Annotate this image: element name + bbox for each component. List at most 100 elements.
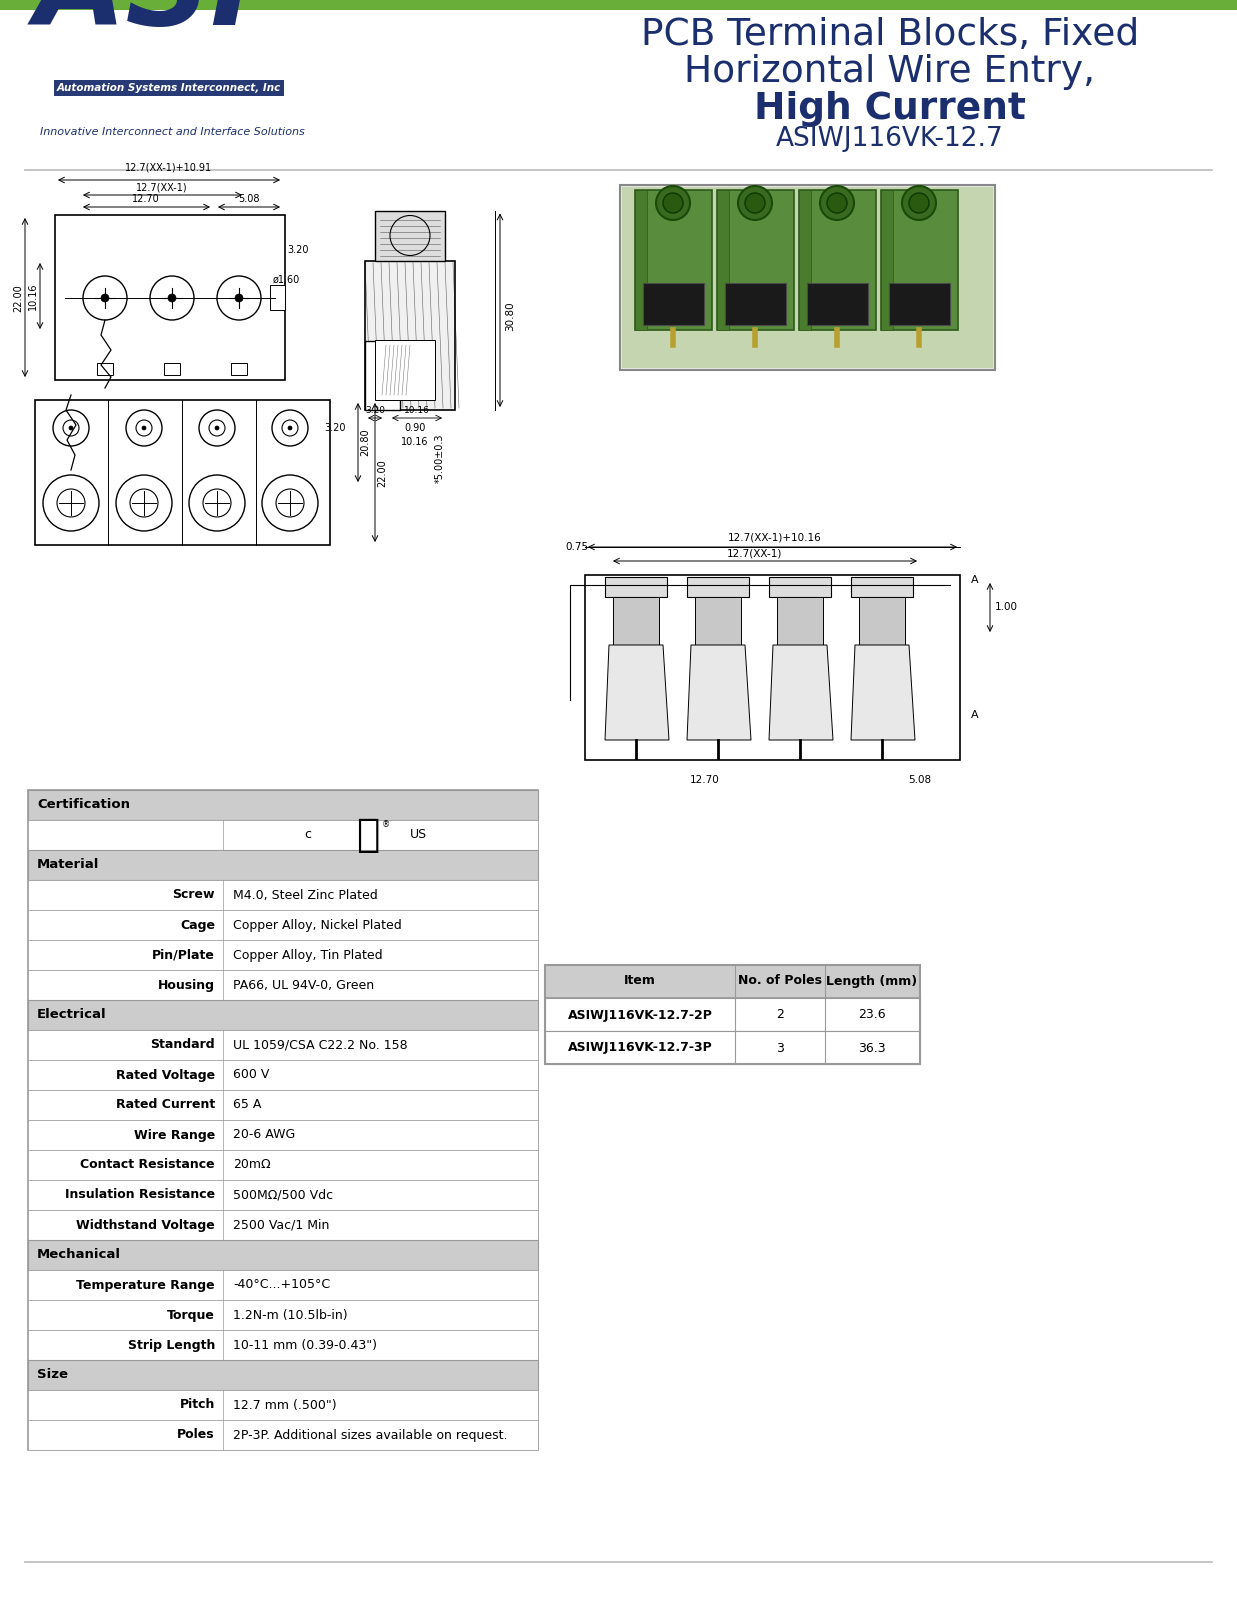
Bar bbox=[375, 211, 445, 261]
Text: Torque: Torque bbox=[167, 1309, 215, 1322]
Bar bbox=[725, 283, 785, 325]
Bar bbox=[889, 283, 950, 325]
Text: Poles: Poles bbox=[177, 1429, 215, 1442]
Bar bbox=[717, 190, 729, 330]
Bar bbox=[807, 283, 868, 325]
Circle shape bbox=[235, 294, 242, 302]
Text: 5.08: 5.08 bbox=[239, 194, 260, 203]
Text: Strip Length: Strip Length bbox=[127, 1339, 215, 1352]
Text: A: A bbox=[971, 574, 978, 586]
Bar bbox=[28, 1000, 538, 1030]
Text: Certification: Certification bbox=[37, 798, 130, 811]
Circle shape bbox=[738, 186, 772, 219]
Circle shape bbox=[902, 186, 936, 219]
Text: Horizontal Wire Entry,: Horizontal Wire Entry, bbox=[684, 54, 1096, 90]
Bar bbox=[54, 214, 285, 379]
Text: Copper Alloy, Tin Plated: Copper Alloy, Tin Plated bbox=[233, 949, 382, 962]
Text: 23.6: 23.6 bbox=[858, 1008, 886, 1021]
Bar bbox=[643, 283, 704, 325]
Text: Pin/Plate: Pin/Plate bbox=[152, 949, 215, 962]
Text: -40°C...+105°C: -40°C...+105°C bbox=[233, 1278, 330, 1291]
Polygon shape bbox=[777, 597, 823, 645]
Bar bbox=[28, 819, 538, 850]
Circle shape bbox=[69, 426, 73, 430]
Bar bbox=[365, 261, 455, 410]
Text: Rated Current: Rated Current bbox=[116, 1099, 215, 1112]
Bar bbox=[807, 283, 868, 325]
Text: Pitch: Pitch bbox=[179, 1398, 215, 1411]
Text: 22.00: 22.00 bbox=[377, 459, 387, 486]
Text: UL 1059/CSA C22.2 No. 158: UL 1059/CSA C22.2 No. 158 bbox=[233, 1038, 408, 1051]
Text: c: c bbox=[304, 829, 312, 842]
Bar bbox=[546, 965, 920, 1064]
Bar bbox=[851, 578, 913, 597]
Bar bbox=[375, 341, 435, 400]
Text: No. of Poles: No. of Poles bbox=[738, 974, 823, 987]
Bar bbox=[546, 965, 920, 998]
Bar bbox=[605, 578, 667, 597]
Text: Wire Range: Wire Range bbox=[134, 1128, 215, 1141]
Text: 600 V: 600 V bbox=[233, 1069, 270, 1082]
Text: 2: 2 bbox=[776, 1008, 784, 1021]
Bar bbox=[270, 285, 285, 310]
Text: 10.16: 10.16 bbox=[401, 437, 429, 446]
Text: Screw: Screw bbox=[172, 888, 215, 901]
Text: 0.75: 0.75 bbox=[565, 542, 588, 552]
Text: Housing: Housing bbox=[158, 979, 215, 992]
Bar bbox=[769, 578, 831, 597]
Circle shape bbox=[820, 186, 854, 219]
Bar bbox=[28, 1150, 538, 1181]
Circle shape bbox=[663, 194, 683, 213]
Text: Mechanical: Mechanical bbox=[37, 1248, 121, 1261]
Text: Rated Voltage: Rated Voltage bbox=[116, 1069, 215, 1082]
Bar bbox=[620, 186, 995, 370]
Circle shape bbox=[909, 194, 929, 213]
Bar bbox=[28, 1421, 538, 1450]
Bar bbox=[546, 998, 920, 1030]
Text: 10.16: 10.16 bbox=[28, 282, 38, 310]
Bar bbox=[881, 190, 893, 330]
Bar bbox=[231, 363, 247, 374]
Text: 20.80: 20.80 bbox=[360, 429, 370, 456]
Bar bbox=[28, 1330, 538, 1360]
Bar bbox=[717, 190, 794, 330]
Bar bbox=[28, 1210, 538, 1240]
Text: 20mΩ: 20mΩ bbox=[233, 1158, 271, 1171]
Bar bbox=[889, 283, 950, 325]
Bar bbox=[28, 970, 538, 1000]
Bar bbox=[28, 790, 538, 1450]
Text: 12.7(XX-1): 12.7(XX-1) bbox=[727, 549, 783, 558]
Circle shape bbox=[168, 294, 176, 302]
Bar bbox=[35, 400, 330, 546]
Text: 5.08: 5.08 bbox=[908, 774, 931, 786]
Polygon shape bbox=[769, 645, 833, 739]
Text: A: A bbox=[971, 710, 978, 720]
Text: 20-6 AWG: 20-6 AWG bbox=[233, 1128, 296, 1141]
Text: Automation Systems Interconnect, Inc: Automation Systems Interconnect, Inc bbox=[57, 83, 281, 93]
Text: Contact Resistance: Contact Resistance bbox=[80, 1158, 215, 1171]
Text: Standard: Standard bbox=[151, 1038, 215, 1051]
Bar bbox=[28, 850, 538, 880]
Text: 1.2N-m (10.5lb-in): 1.2N-m (10.5lb-in) bbox=[233, 1309, 348, 1322]
Bar bbox=[635, 190, 647, 330]
Bar bbox=[28, 1360, 538, 1390]
Bar bbox=[365, 341, 400, 410]
Text: 12.70: 12.70 bbox=[132, 194, 160, 203]
Circle shape bbox=[656, 186, 690, 219]
Bar bbox=[687, 578, 748, 597]
Bar bbox=[28, 910, 538, 939]
Text: US: US bbox=[409, 829, 427, 842]
Text: Insulation Resistance: Insulation Resistance bbox=[64, 1189, 215, 1202]
Text: Cage: Cage bbox=[181, 918, 215, 931]
Text: 0.90: 0.90 bbox=[404, 422, 426, 434]
Text: 3.20: 3.20 bbox=[365, 406, 385, 414]
Bar bbox=[28, 1059, 538, 1090]
Circle shape bbox=[215, 426, 219, 430]
Text: 2P-3P. Additional sizes available on request.: 2P-3P. Additional sizes available on req… bbox=[233, 1429, 507, 1442]
Circle shape bbox=[288, 426, 292, 430]
Bar bbox=[96, 363, 113, 374]
Bar bbox=[28, 1390, 538, 1421]
Bar bbox=[28, 880, 538, 910]
Text: ®: ® bbox=[382, 821, 390, 829]
Text: 12.70: 12.70 bbox=[690, 774, 720, 786]
